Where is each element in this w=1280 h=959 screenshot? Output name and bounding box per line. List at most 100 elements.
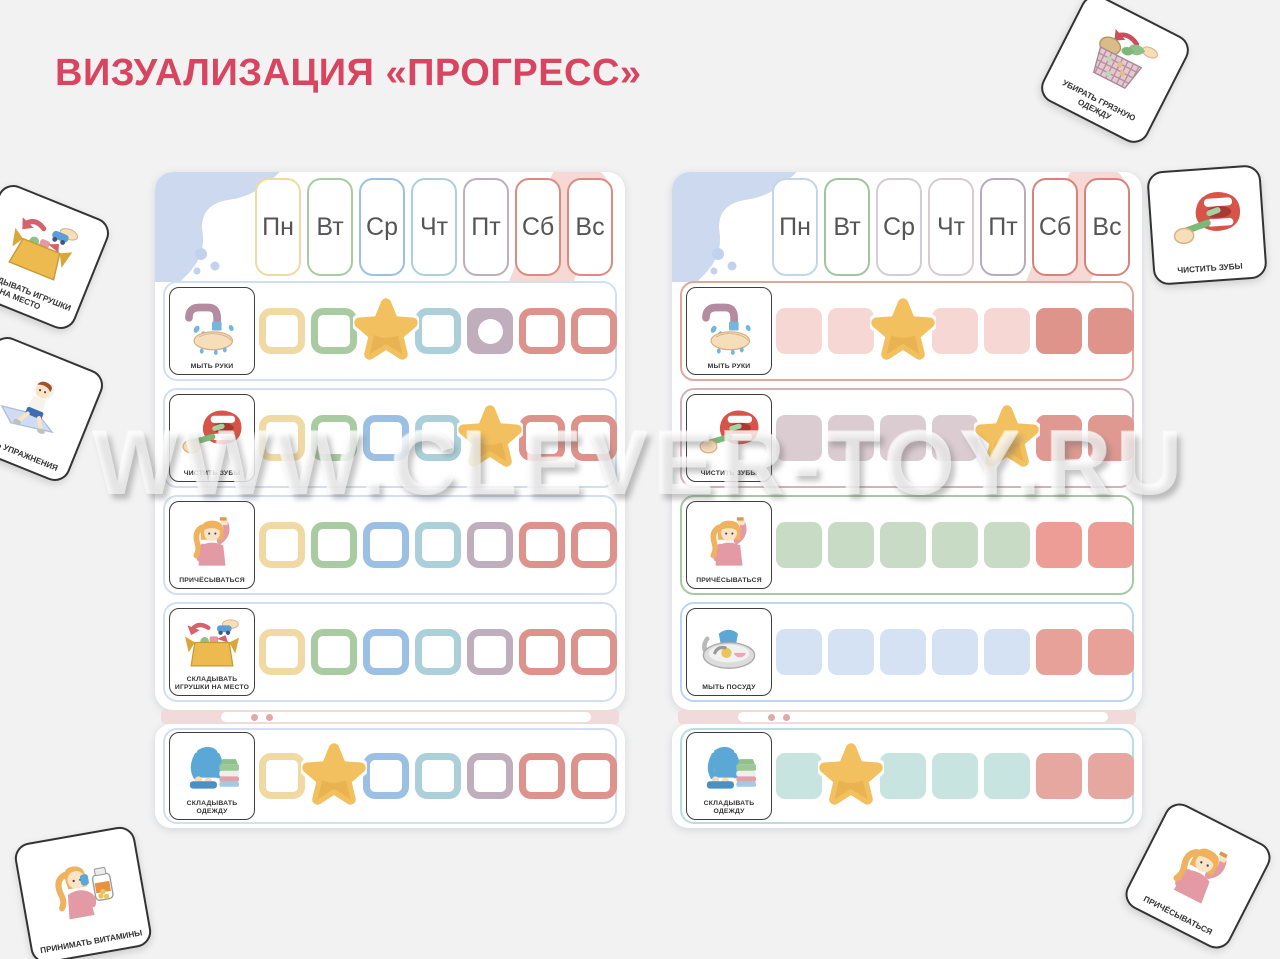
progress-cell-empty <box>519 522 565 568</box>
progress-cell-empty <box>571 753 617 799</box>
task-label: МЫТЬ РУКИ <box>190 363 234 371</box>
dot-decoration <box>266 713 273 721</box>
task-label: СКЛАДЫВАТЬ ОДЕЖДУ <box>186 800 238 816</box>
weekday-header: Пн Вт Ср Чт Пт Сб Вс <box>155 172 625 276</box>
progress-cell-filled <box>1036 753 1082 799</box>
task-label: ПРИЧЁСЫВАТЬСЯ <box>696 577 762 585</box>
board-card-bottom: СКЛАДЫВАТЬ ОДЕЖДУ <box>672 724 1142 828</box>
progress-cell-empty <box>259 415 305 461</box>
task-card: СКЛАДЫВАТЬ ОДЕЖДУ <box>686 732 772 820</box>
task-row: ПРИЧЁСЫВАТЬСЯ <box>680 495 1134 595</box>
week-cells <box>259 742 617 808</box>
activity-card: УБИРАТЬ ГРЯЗНУЮ ОДЕЖДУ <box>1035 0 1195 149</box>
progress-cell-filled <box>1036 415 1082 461</box>
progress-cell-empty <box>415 415 461 461</box>
task-rows: МЫТЬ РУКИ ЧИСТИТЬ ЗУБЫ ПРИЧЁСЫВАТЬСЯ СКЛАДЫ… <box>155 276 625 710</box>
week-cells <box>259 629 617 675</box>
day-header-6: Сб <box>515 178 561 276</box>
task-card: МЫТЬ РУКИ <box>169 287 255 375</box>
progress-cell-filled <box>776 629 822 675</box>
star-sticker <box>870 297 936 363</box>
task-card: ПРИЧЁСЫВАТЬСЯ <box>686 501 772 589</box>
progress-cell-empty <box>519 415 565 461</box>
progress-cell-filled <box>1088 308 1134 354</box>
activity-card: ЧИСТИТЬ ЗУБЫ <box>1146 164 1268 286</box>
task-row: МЫТЬ ПОСУДУ <box>680 602 1134 702</box>
progress-cell-filled <box>932 308 978 354</box>
task-card: ЧИСТИТЬ ЗУБЫ <box>686 394 772 482</box>
progress-cell-filled <box>984 308 1030 354</box>
activity-card: ПРИЧЁСЫВАТЬСЯ <box>1119 797 1277 955</box>
day-header-7: Вс <box>567 178 613 276</box>
progress-board-filled: Пн Вт Ср Чт Пт Сб Вс МЫТЬ РУКИ ЧИСТИТЬ ЗУБЫ ПРИЧ… <box>672 172 1142 828</box>
task-row: МЫТЬ РУКИ <box>163 281 617 381</box>
comb-hair-icon <box>689 506 769 577</box>
progress-cell-empty <box>363 522 409 568</box>
comb-hair-icon <box>172 506 252 577</box>
task-label: ПРИЧЁСЫВАТЬСЯ <box>179 577 245 585</box>
progress-cell-empty <box>415 522 461 568</box>
week-cells <box>259 522 617 568</box>
exercise-icon <box>0 350 84 461</box>
board-card-bottom: СКЛАДЫВАТЬ ОДЕЖДУ <box>155 724 625 828</box>
activity-card: ПРИНИМАТЬ ВИТАМИНЫ <box>12 824 154 959</box>
week-cells <box>259 404 617 470</box>
progress-cell-empty <box>311 415 357 461</box>
board-card: Пн Вт Ср Чт Пт Сб Вс МЫТЬ РУКИ ЧИСТИТЬ ЗУБЫ ПРИЧ… <box>155 172 625 710</box>
progress-cell-filled <box>776 415 822 461</box>
week-cells <box>776 522 1134 568</box>
star-sticker <box>301 742 367 808</box>
day-header-1: Пн <box>255 178 301 276</box>
dot-decoration <box>783 713 790 721</box>
brush-teeth-icon <box>1167 176 1247 267</box>
progress-cell-empty <box>467 522 513 568</box>
day-header-3: Ср <box>359 178 405 276</box>
progress-cell-filled <box>880 415 926 461</box>
comb-hair-icon <box>1147 816 1253 928</box>
progress-cell-filled <box>1088 753 1134 799</box>
progress-cell-filled <box>1036 522 1082 568</box>
progress-cell-empty <box>519 753 565 799</box>
progress-cell-empty <box>259 629 305 675</box>
progress-cell-filled <box>776 522 822 568</box>
progress-cell-empty <box>467 753 513 799</box>
task-row: СКЛАДЫВАТЬ ИГРУШКИ НА МЕСТО <box>163 602 617 702</box>
week-cells <box>776 404 1134 470</box>
progress-cell-empty <box>363 753 409 799</box>
progress-cell-filled <box>932 753 978 799</box>
task-card: МЫТЬ РУКИ <box>686 287 772 375</box>
progress-cell-empty <box>415 753 461 799</box>
day-header-7: Вс <box>1084 178 1130 276</box>
progress-cell-empty <box>259 308 305 354</box>
task-row: СКЛАДЫВАТЬ ОДЕЖДУ <box>163 728 617 824</box>
progress-cell-empty <box>415 308 461 354</box>
task-label: СКЛАДЫВАТЬ ИГРУШКИ НА МЕСТО <box>174 676 250 692</box>
week-cells <box>776 742 1134 808</box>
progress-cell-filled <box>776 308 822 354</box>
progress-cell-filled <box>1088 415 1134 461</box>
progress-cell-empty <box>571 415 617 461</box>
day-header-6: Сб <box>1032 178 1078 276</box>
star-sticker <box>457 404 523 470</box>
progress-cell-empty <box>519 629 565 675</box>
wash-dishes-icon <box>689 613 769 684</box>
progress-cell-filled <box>1036 308 1082 354</box>
vitamins-icon <box>38 838 127 944</box>
task-label: МЫТЬ РУКИ <box>707 363 751 371</box>
activity-card: ДЕЛАТЬ УПРАЖНЕНИЯ <box>0 332 108 486</box>
week-cells <box>259 297 617 363</box>
weekday-header: Пн Вт Ср Чт Пт Сб Вс <box>672 172 1142 276</box>
progress-cell-filled <box>932 522 978 568</box>
star-sticker <box>353 297 419 363</box>
wash-hands-icon <box>689 292 769 363</box>
progress-cell-empty <box>519 308 565 354</box>
day-header-3: Ср <box>876 178 922 276</box>
week-cells <box>776 297 1134 363</box>
progress-cell-filled <box>828 629 874 675</box>
task-rows-last: СКЛАДЫВАТЬ ОДЕЖДУ <box>155 724 625 828</box>
task-card: СКЛАДЫВАТЬ ИГРУШКИ НА МЕСТО <box>169 608 255 696</box>
progress-cell-empty <box>467 629 513 675</box>
star-sticker <box>974 404 1040 470</box>
progress-cell-filled <box>880 522 926 568</box>
